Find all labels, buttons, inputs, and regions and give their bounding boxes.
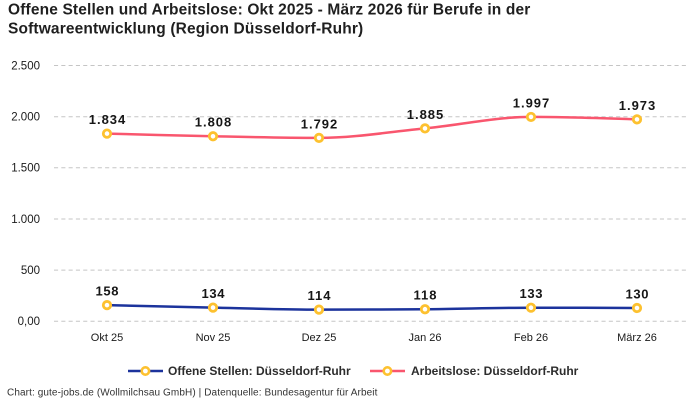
svg-text:Chart: gute-jobs.de (Wollmilch: Chart: gute-jobs.de (Wollmilchsau GmbH) … — [7, 388, 378, 399]
svg-text:1.000: 1.000 — [11, 214, 40, 226]
svg-text:114: 114 — [308, 288, 332, 303]
svg-text:Okt 25: Okt 25 — [91, 332, 123, 344]
svg-text:0,00: 0,00 — [18, 316, 40, 328]
svg-text:158: 158 — [96, 284, 119, 299]
svg-text:1.500: 1.500 — [11, 163, 40, 175]
svg-text:Dez 25: Dez 25 — [302, 332, 337, 344]
svg-text:2.500: 2.500 — [11, 60, 40, 72]
svg-text:2.000: 2.000 — [11, 112, 40, 124]
svg-text:März 26: März 26 — [617, 332, 657, 344]
svg-text:133: 133 — [520, 286, 543, 301]
svg-text:118: 118 — [414, 288, 437, 303]
svg-text:1.885: 1.885 — [407, 107, 443, 122]
svg-text:Offene Stellen: Düsseldorf-Ruh: Offene Stellen: Düsseldorf-Ruhr — [168, 364, 351, 378]
svg-text:1.808: 1.808 — [195, 115, 231, 130]
svg-text:Arbeitslose: Düsseldorf-Ruhr: Arbeitslose: Düsseldorf-Ruhr — [411, 364, 579, 378]
svg-text:500: 500 — [21, 265, 40, 277]
svg-text:1.792: 1.792 — [301, 116, 337, 131]
svg-text:1.997: 1.997 — [513, 95, 549, 110]
svg-text:Jan 26: Jan 26 — [408, 332, 441, 344]
svg-text:1.973: 1.973 — [619, 98, 655, 113]
svg-text:Offene Stellen und Arbeitslose: Offene Stellen und Arbeitslose: Okt 2025… — [8, 2, 530, 19]
svg-text:130: 130 — [626, 286, 649, 301]
svg-text:Feb 26: Feb 26 — [514, 332, 548, 344]
svg-text:Nov 25: Nov 25 — [196, 332, 231, 344]
svg-text:Softwareentwicklung (Region Dü: Softwareentwicklung (Region Düsseldorf-R… — [8, 21, 363, 38]
svg-text:1.834: 1.834 — [89, 112, 126, 127]
svg-text:134: 134 — [202, 286, 226, 301]
